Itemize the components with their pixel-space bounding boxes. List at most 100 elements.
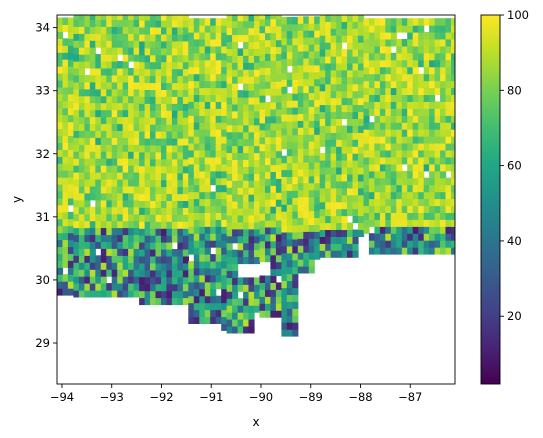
- heatmap-cell: [193, 170, 200, 179]
- heatmap-cell: [166, 40, 173, 49]
- heatmap-cell: [117, 144, 124, 152]
- heatmap-cell: [161, 269, 168, 278]
- heatmap-cell: [150, 75, 157, 84]
- heatmap-cell: [221, 295, 228, 304]
- heatmap-cell: [155, 256, 162, 264]
- heatmap-cell: [308, 245, 315, 253]
- heatmap-cell: [314, 231, 321, 239]
- heatmap-cell: [73, 81, 80, 90]
- heatmap-cell: [161, 110, 168, 118]
- heatmap-cell: [341, 180, 348, 189]
- heatmap-cell: [358, 104, 365, 113]
- heatmap-cell: [265, 213, 272, 221]
- heatmap-cell: [117, 179, 124, 187]
- heatmap-cell: [155, 249, 162, 257]
- heatmap-cell: [303, 245, 310, 253]
- heatmap-cell: [188, 233, 195, 241]
- heatmap-cell: [243, 277, 250, 285]
- heatmap-cell: [314, 23, 321, 31]
- heatmap-cell: [117, 68, 124, 76]
- heatmap-cell: [106, 151, 113, 159]
- heatmap-cell: [292, 190, 299, 198]
- heatmap-cell: [379, 52, 386, 61]
- heatmap-cell: [286, 93, 293, 101]
- heatmap-cell: [111, 220, 118, 229]
- heatmap-cell: [303, 85, 310, 94]
- heatmap-cell: [182, 131, 189, 139]
- heatmap-cell: [89, 109, 96, 118]
- heatmap-cell: [210, 281, 217, 290]
- heatmap-cell: [78, 192, 85, 201]
- heatmap-cell: [451, 18, 455, 26]
- heatmap-cell: [221, 219, 228, 227]
- heatmap-cell: [204, 18, 211, 26]
- heatmap-cell: [232, 305, 239, 313]
- heatmap-cell: [62, 17, 69, 25]
- heatmap-cell: [243, 228, 250, 237]
- heatmap-cell: [275, 25, 282, 34]
- heatmap-cell: [281, 252, 288, 261]
- heatmap-cell: [330, 132, 337, 140]
- heatmap-cell: [325, 153, 332, 161]
- heatmap-cell: [314, 44, 321, 52]
- heatmap-cell: [396, 136, 403, 144]
- heatmap-cell: [368, 87, 375, 95]
- heatmap-cell: [111, 179, 118, 187]
- heatmap-cell: [177, 297, 184, 306]
- heatmap-cell: [407, 45, 414, 54]
- heatmap-cell: [161, 103, 168, 111]
- heatmap-cell: [434, 143, 441, 151]
- heatmap-cell: [232, 215, 239, 223]
- heatmap-cell: [117, 185, 124, 194]
- heatmap-cell: [139, 20, 146, 28]
- heatmap-cell: [297, 224, 304, 232]
- heatmap-cell: [95, 255, 102, 263]
- heatmap-cell: [210, 309, 217, 318]
- heatmap-cell: [358, 15, 365, 22]
- heatmap-cell: [89, 248, 96, 256]
- heatmap-cell: [292, 127, 299, 136]
- heatmap-cell: [358, 97, 365, 106]
- heatmap-cell: [368, 108, 375, 116]
- heatmap-cell: [215, 87, 222, 95]
- heatmap-cell: [243, 41, 250, 49]
- heatmap-cell: [368, 94, 375, 102]
- heatmap-cell: [401, 80, 408, 89]
- heatmap-cell: [95, 269, 102, 277]
- heatmap-cell: [177, 172, 184, 181]
- heatmap-cell: [215, 261, 222, 269]
- heatmap-cell: [418, 80, 425, 89]
- heatmap-cell: [73, 248, 80, 256]
- y-tick-label: 32: [35, 147, 50, 161]
- heatmap-cell: [412, 108, 419, 116]
- heatmap-cell: [374, 219, 381, 227]
- heatmap-cell: [396, 219, 403, 227]
- heatmap-cell: [297, 141, 304, 149]
- heatmap-cell: [412, 32, 419, 40]
- heatmap-cell: [95, 227, 102, 236]
- heatmap-cell: [429, 191, 436, 200]
- heatmap-cell: [128, 47, 135, 55]
- heatmap-cell: [188, 18, 195, 26]
- heatmap-cell: [445, 212, 452, 220]
- heatmap-cell: [111, 123, 118, 131]
- heatmap-cell: [341, 187, 348, 196]
- x-tick-label: −93: [100, 390, 124, 404]
- heatmap-cell: [237, 20, 244, 29]
- heatmap-cell: [303, 224, 310, 232]
- heatmap-cell: [226, 263, 233, 271]
- heatmap-cell: [73, 241, 80, 249]
- heatmap-cell: [292, 225, 299, 233]
- heatmap-cell: [182, 228, 189, 236]
- heatmap-cell: [248, 256, 255, 265]
- heatmap-cell: [248, 312, 255, 320]
- heatmap-cell: [144, 117, 151, 125]
- heatmap-cell: [254, 305, 261, 313]
- heatmap-cell: [286, 280, 293, 289]
- heatmap-cell: [139, 297, 146, 306]
- heatmap-cell: [57, 184, 64, 192]
- heatmap-cell: [161, 27, 168, 35]
- heatmap-cell: [204, 212, 211, 220]
- heatmap-cell: [325, 139, 332, 147]
